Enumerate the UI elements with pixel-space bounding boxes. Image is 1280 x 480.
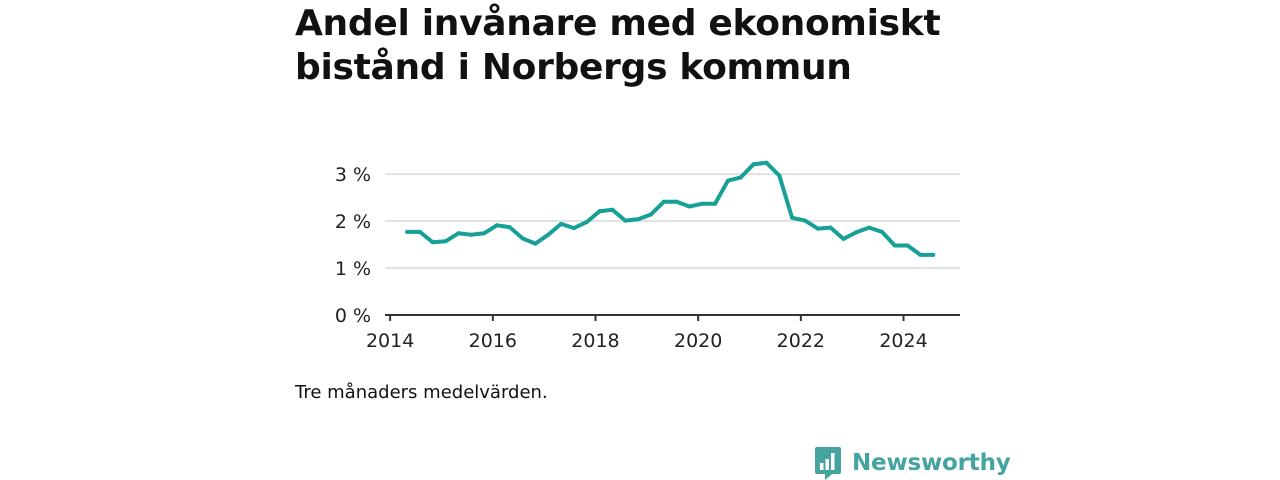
series-layer (405, 160, 936, 257)
data-point (610, 207, 615, 212)
x-tick-label: 2022 (777, 330, 825, 352)
y-tick-label: 1 % (335, 258, 371, 280)
chart-note: Tre månaders medelvärden. (295, 382, 548, 403)
data-point (636, 217, 641, 222)
series-line (407, 160, 934, 257)
data-point (751, 162, 756, 167)
data-point (456, 231, 461, 236)
data-point (803, 218, 807, 223)
brand-name: Newsworthy (852, 450, 1011, 476)
data-point (725, 178, 730, 183)
data-point (559, 221, 564, 226)
grid-lines (385, 173, 960, 269)
x-tick-label: 2020 (674, 330, 722, 352)
data-point (533, 241, 538, 246)
data-point (482, 231, 487, 236)
data-point (777, 173, 782, 178)
y-axis-ticks: 0 % 1 % 2 % 3 % (335, 164, 371, 327)
data-point (700, 201, 705, 206)
x-axis: 2014 2016 2018 2020 2022 2024 (366, 314, 960, 352)
data-point (584, 220, 589, 224)
data-point (661, 199, 666, 204)
x-tick-label: 2014 (366, 330, 414, 352)
data-point (507, 225, 512, 230)
data-point (713, 201, 718, 206)
data-point (571, 226, 576, 231)
data-point (790, 215, 795, 220)
data-point (597, 209, 602, 214)
chart-title: Andel invånare med ekonomiskt bistånd i … (295, 3, 941, 88)
data-point (867, 225, 872, 230)
newsworthy-logo-icon (815, 447, 841, 480)
x-tick-label: 2024 (879, 330, 927, 352)
y-tick-label: 0 % (335, 305, 371, 327)
data-point (443, 239, 448, 244)
data-point (892, 243, 897, 248)
brand-logo[interactable]: Newsworthy (814, 446, 1011, 480)
data-point (931, 252, 936, 257)
data-point (841, 236, 846, 241)
data-point (520, 236, 525, 241)
data-point (764, 160, 769, 165)
data-point (648, 212, 653, 217)
data-point (494, 223, 499, 228)
data-point (469, 232, 474, 237)
data-point (828, 225, 833, 230)
data-point (687, 204, 692, 209)
data-point (417, 229, 422, 234)
data-point (905, 243, 910, 248)
data-point (546, 232, 551, 237)
data-point (405, 229, 410, 234)
data-point (918, 252, 923, 257)
y-tick-label: 2 % (335, 211, 371, 233)
y-tick-label: 3 % (335, 164, 371, 186)
data-point (880, 229, 884, 234)
data-point (854, 230, 859, 235)
x-tick-label: 2016 (469, 330, 517, 352)
data-point (623, 218, 628, 223)
data-point (815, 226, 820, 231)
x-tick-label: 2018 (571, 330, 619, 352)
data-point (430, 240, 435, 245)
data-point (738, 175, 743, 180)
data-point (674, 199, 679, 204)
